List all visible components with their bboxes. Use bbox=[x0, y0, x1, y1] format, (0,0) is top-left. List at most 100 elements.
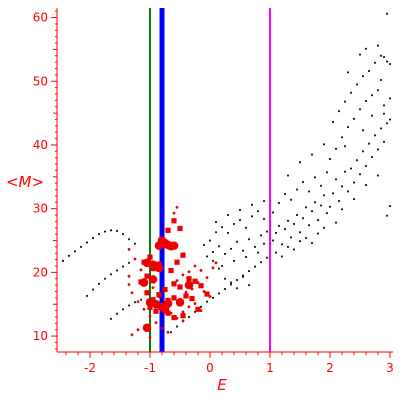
black-dot-point bbox=[86, 295, 88, 297]
black-dot-point bbox=[293, 248, 295, 251]
red-square-point bbox=[144, 273, 150, 279]
black-dot-point bbox=[227, 214, 229, 216]
black-dot-point bbox=[68, 254, 70, 257]
black-dot-point bbox=[365, 165, 367, 167]
black-dot-point bbox=[350, 91, 352, 94]
black-dot-point bbox=[92, 237, 94, 239]
red-square-point bbox=[195, 306, 201, 312]
black-dot-point bbox=[335, 221, 337, 224]
black-dot-point bbox=[344, 100, 346, 103]
black-dot-point bbox=[257, 210, 259, 213]
vertical-reference-lines bbox=[149, 8, 271, 352]
x-axis-title: E bbox=[217, 376, 227, 394]
black-dot-point bbox=[377, 89, 379, 92]
black-dot-point bbox=[302, 217, 304, 220]
red-dot-point bbox=[187, 270, 191, 274]
black-dot-point bbox=[353, 181, 355, 184]
black-dot-point bbox=[215, 231, 217, 234]
red-dot-point bbox=[160, 327, 164, 330]
red-dot-point bbox=[151, 286, 155, 290]
black-dot-point bbox=[317, 219, 319, 222]
red-dot-point bbox=[139, 268, 143, 272]
red-square-point bbox=[198, 283, 204, 289]
black-dot-point bbox=[218, 292, 220, 295]
black-dot-point bbox=[260, 261, 262, 264]
black-dot-point bbox=[338, 110, 340, 113]
black-dot-point bbox=[248, 284, 250, 287]
black-dot-point bbox=[377, 44, 379, 47]
red-square-point bbox=[177, 225, 183, 232]
black-dot-point bbox=[266, 256, 268, 259]
black-dot-point bbox=[383, 56, 385, 58]
red-large-point bbox=[154, 263, 164, 273]
black-dot-point bbox=[335, 178, 337, 181]
black-dot-point bbox=[299, 231, 301, 234]
red-square-point bbox=[162, 286, 168, 293]
black-dot-point bbox=[308, 190, 310, 193]
black-dot-point bbox=[284, 193, 286, 195]
black-dot-point bbox=[248, 238, 250, 241]
black-dot-point bbox=[374, 134, 376, 137]
black-dot-point bbox=[287, 219, 289, 222]
red-square-point bbox=[174, 259, 180, 265]
black-dot-point bbox=[218, 267, 220, 270]
black-dot-point bbox=[221, 226, 223, 229]
red-square-point bbox=[171, 281, 177, 287]
black-dot-point bbox=[299, 161, 301, 164]
black-dot-point bbox=[122, 265, 124, 268]
red-square-point bbox=[171, 315, 177, 321]
black-dot-point bbox=[341, 185, 343, 188]
black-dot-point bbox=[338, 200, 340, 202]
black-dot-point bbox=[248, 270, 250, 272]
black-dot-point bbox=[371, 156, 373, 158]
black-dot-point bbox=[98, 233, 100, 236]
black-dot-point bbox=[380, 127, 382, 130]
black-dot-point bbox=[323, 143, 325, 146]
black-dot-point bbox=[263, 242, 265, 245]
y-tick-label: 20 bbox=[33, 265, 48, 279]
black-dot-point bbox=[335, 147, 337, 150]
y-tick-label: 30 bbox=[33, 202, 48, 216]
black-dot-point bbox=[302, 181, 304, 183]
red-square-point bbox=[171, 218, 177, 224]
black-dot-point bbox=[200, 305, 202, 308]
black-dot-point bbox=[86, 241, 88, 244]
black-dot-point bbox=[275, 231, 277, 234]
black-dot-point bbox=[128, 238, 130, 241]
black-dot-point bbox=[299, 240, 301, 243]
data-points bbox=[62, 12, 391, 339]
black-dot-point bbox=[353, 198, 355, 201]
black-dot-point bbox=[98, 282, 100, 285]
black-dot-point bbox=[347, 190, 349, 193]
red-dot-point bbox=[166, 330, 170, 334]
black-dot-point bbox=[365, 47, 367, 50]
black-dot-point bbox=[320, 204, 322, 207]
red-square-point bbox=[192, 278, 198, 284]
red-square-point bbox=[171, 295, 177, 301]
black-dot-point bbox=[386, 12, 388, 15]
black-dot-point bbox=[116, 230, 118, 232]
black-dot-point bbox=[233, 260, 235, 262]
black-dot-point bbox=[80, 245, 82, 248]
red-dot-point bbox=[130, 333, 134, 337]
black-dot-point bbox=[74, 250, 76, 253]
black-dot-point bbox=[365, 184, 367, 186]
black-dot-point bbox=[344, 145, 346, 148]
black-dot-point bbox=[272, 211, 274, 214]
black-dot-point bbox=[257, 251, 259, 254]
y-tick-label: 40 bbox=[33, 138, 48, 152]
black-dot-point bbox=[122, 233, 124, 236]
x-tick-label: 1 bbox=[266, 361, 274, 375]
black-dot-point bbox=[212, 251, 214, 253]
black-dot-point bbox=[260, 234, 262, 237]
red-dot-point bbox=[148, 335, 152, 339]
black-dot-point bbox=[362, 150, 364, 153]
black-dot-point bbox=[251, 215, 253, 218]
black-dot-point bbox=[275, 251, 277, 254]
black-dot-point bbox=[347, 126, 349, 129]
black-dot-point bbox=[287, 174, 289, 177]
black-dot-point bbox=[362, 75, 364, 78]
black-dot-point bbox=[371, 94, 373, 97]
